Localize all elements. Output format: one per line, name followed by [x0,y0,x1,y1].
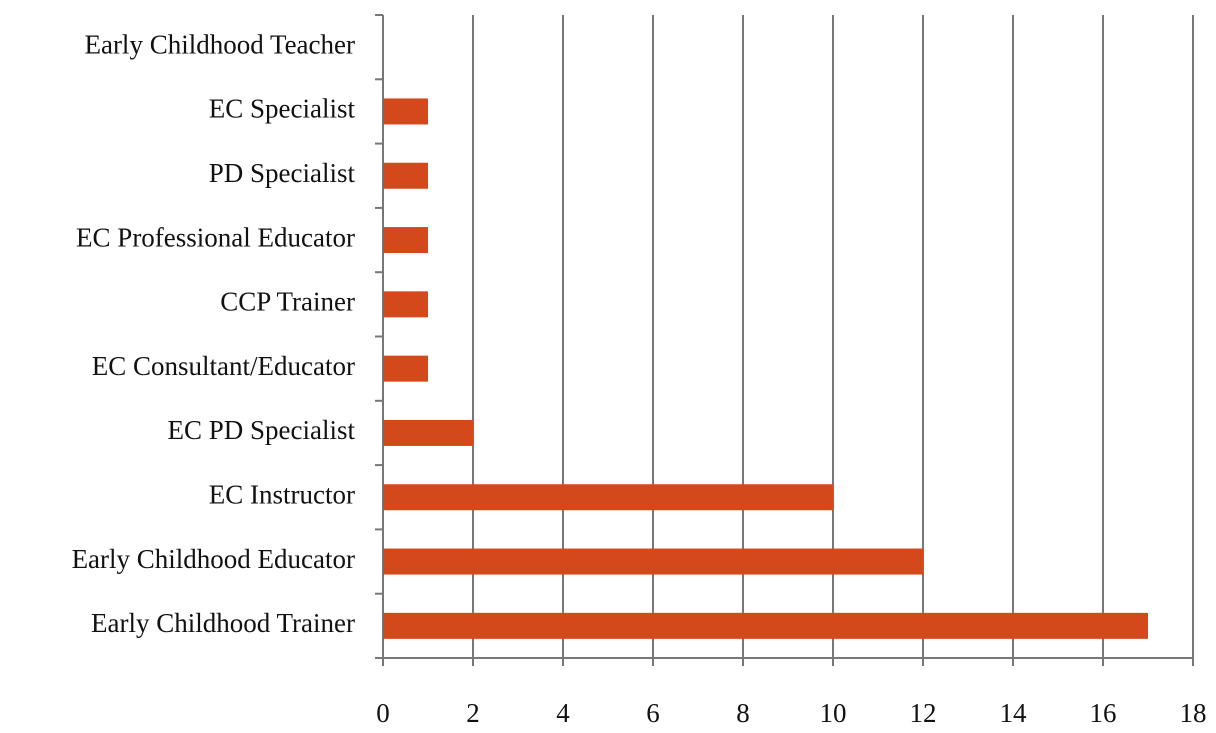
y-tick-label: EC Specialist [209,94,356,124]
x-tick-label: 4 [556,698,570,728]
bar [383,162,428,189]
x-tick-label: 14 [1000,698,1028,728]
x-tick-label: 10 [820,698,847,728]
bar [383,227,428,254]
bar [383,548,923,575]
y-tick-label: CCP Trainer [220,287,355,317]
y-tick-label: EC Professional Educator [76,222,355,252]
x-tick-label: 16 [1090,698,1117,728]
bar [383,419,473,446]
y-tick-label: PD Specialist [209,158,356,188]
bar [383,612,1148,639]
bar [383,484,833,511]
y-tick-label: EC PD Specialist [168,415,356,445]
y-tick-label: EC Instructor [209,479,355,509]
x-tick-label: 8 [736,698,750,728]
x-tick-label: 6 [646,698,660,728]
y-tick-label: Early Childhood Teacher [84,29,355,59]
y-tick-label: EC Consultant/Educator [92,351,355,381]
y-tick-label: Early Childhood Educator [72,544,355,574]
x-tick-label: 2 [466,698,480,728]
bar [383,291,428,318]
x-tick-label: 18 [1180,698,1207,728]
bar [383,355,428,382]
y-tick-label: Early Childhood Trainer [91,608,355,638]
bar [383,98,428,125]
x-tick-label: 12 [910,698,937,728]
x-tick-label: 0 [376,698,390,728]
